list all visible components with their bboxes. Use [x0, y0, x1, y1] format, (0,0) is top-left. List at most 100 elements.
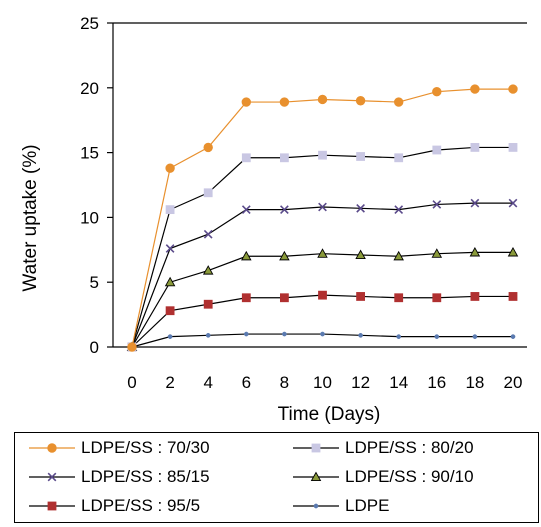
- data-point: [318, 202, 327, 212]
- data-point: [356, 152, 366, 161]
- x-tick-label: 16: [427, 373, 446, 392]
- data-point: [508, 198, 518, 208]
- series-line: [131, 202, 513, 348]
- data-point: [165, 163, 175, 173]
- x-tick-label: 20: [504, 373, 523, 392]
- data-point: [358, 332, 363, 338]
- data-point: [432, 86, 442, 97]
- data-point: [396, 334, 402, 339]
- line-chart: 0 5 10 15 20 25 0 2 4 6 8 10 12 14 16 18 20 Water uptak…: [20, 14, 527, 425]
- legend-label: LDPE/SS : 85/15: [81, 467, 210, 486]
- data-point: [394, 97, 404, 107]
- data-point: [279, 153, 289, 163]
- data-point: [432, 293, 442, 303]
- series-line: [131, 146, 513, 348]
- series-line: [131, 88, 513, 348]
- data-point: [164, 276, 176, 287]
- legend-item: LDPE/SS : 95/5: [23, 492, 200, 520]
- data-point: [434, 334, 440, 339]
- y-axis: 0 5 10 15 20 25: [80, 14, 113, 357]
- legend-label: LDPE/SS : 95/5: [81, 496, 201, 515]
- data-point: [508, 143, 518, 152]
- data-point: [203, 142, 213, 153]
- legend-swatch: [293, 443, 339, 453]
- legend-item: LDPE/SS : 80/20: [287, 434, 474, 462]
- data-point: [203, 229, 213, 239]
- data-point: [393, 250, 404, 261]
- data-point: [394, 293, 404, 303]
- data-point: [279, 250, 290, 261]
- x-tick-label: 14: [389, 373, 408, 392]
- y-tick-label: 25: [80, 14, 99, 33]
- data-point: [356, 292, 366, 301]
- data-point: [127, 342, 137, 352]
- x-axis: 0 2 4 6 8 10 12 14 16 18 20: [127, 373, 522, 392]
- legend-label: LDPE/SS : 90/10: [345, 467, 474, 486]
- data-point: [165, 205, 175, 215]
- y-axis-title: Water uptake (%): [20, 144, 41, 291]
- series: [127, 84, 518, 352]
- data-point: [241, 205, 251, 214]
- data-point: [311, 443, 321, 453]
- data-point: [355, 249, 366, 260]
- series-layer: [126, 84, 519, 352]
- legend-label: LDPE/SS : 70/30: [81, 438, 210, 457]
- data-point: [470, 143, 480, 152]
- data-point: [508, 84, 518, 94]
- data-point: [313, 503, 319, 509]
- data-point: [205, 332, 211, 338]
- data-point: [470, 84, 480, 94]
- x-tick-label: 6: [242, 373, 251, 392]
- legend-item: LDPE/SS : 70/30: [23, 434, 210, 462]
- data-point: [203, 188, 213, 198]
- y-tick-label: 5: [90, 273, 99, 292]
- y-tick-label: 10: [80, 208, 99, 227]
- y-tick-label: 20: [80, 79, 99, 98]
- data-point: [507, 246, 519, 257]
- data-point: [394, 153, 404, 163]
- data-point: [165, 244, 175, 253]
- data-point: [318, 290, 327, 300]
- x-axis-title: Time (Days): [278, 404, 381, 425]
- data-point: [508, 292, 518, 301]
- data-point: [202, 265, 214, 275]
- data-point: [317, 94, 328, 105]
- data-point: [279, 97, 290, 107]
- legend-item: LDPE/SS : 90/10: [287, 463, 474, 491]
- data-point: [241, 293, 251, 303]
- data-point: [318, 150, 327, 160]
- data-point: [279, 293, 289, 303]
- data-point: [355, 96, 366, 106]
- series-line: [131, 294, 513, 348]
- data-point: [241, 153, 251, 163]
- plot-area: [112, 22, 527, 348]
- data-point: [470, 292, 480, 301]
- data-point: [432, 145, 442, 155]
- x-tick-label: 0: [127, 373, 136, 392]
- x-tick-label: 4: [203, 373, 212, 392]
- data-point: [472, 334, 478, 339]
- data-point: [356, 203, 365, 213]
- data-point: [510, 334, 516, 339]
- data-point: [317, 248, 328, 258]
- data-point: [203, 299, 213, 309]
- data-point: [320, 331, 325, 337]
- data-point: [470, 198, 480, 208]
- data-point: [469, 246, 481, 257]
- data-point: [241, 97, 252, 107]
- series: [127, 290, 518, 352]
- data-point: [280, 205, 289, 214]
- legend-swatch: [293, 503, 339, 509]
- x-tick-label: 12: [351, 373, 370, 392]
- legend-item: LDPE: [287, 492, 389, 520]
- data-point: [394, 205, 404, 214]
- x-tick-label: 2: [165, 373, 174, 392]
- series: [127, 198, 518, 352]
- data-point: [167, 334, 173, 339]
- data-point: [47, 501, 57, 511]
- series: [127, 143, 518, 352]
- data-point: [282, 331, 287, 337]
- data-point: [310, 471, 322, 482]
- x-tick-label: 10: [313, 373, 332, 392]
- y-tick-label: 0: [90, 338, 99, 357]
